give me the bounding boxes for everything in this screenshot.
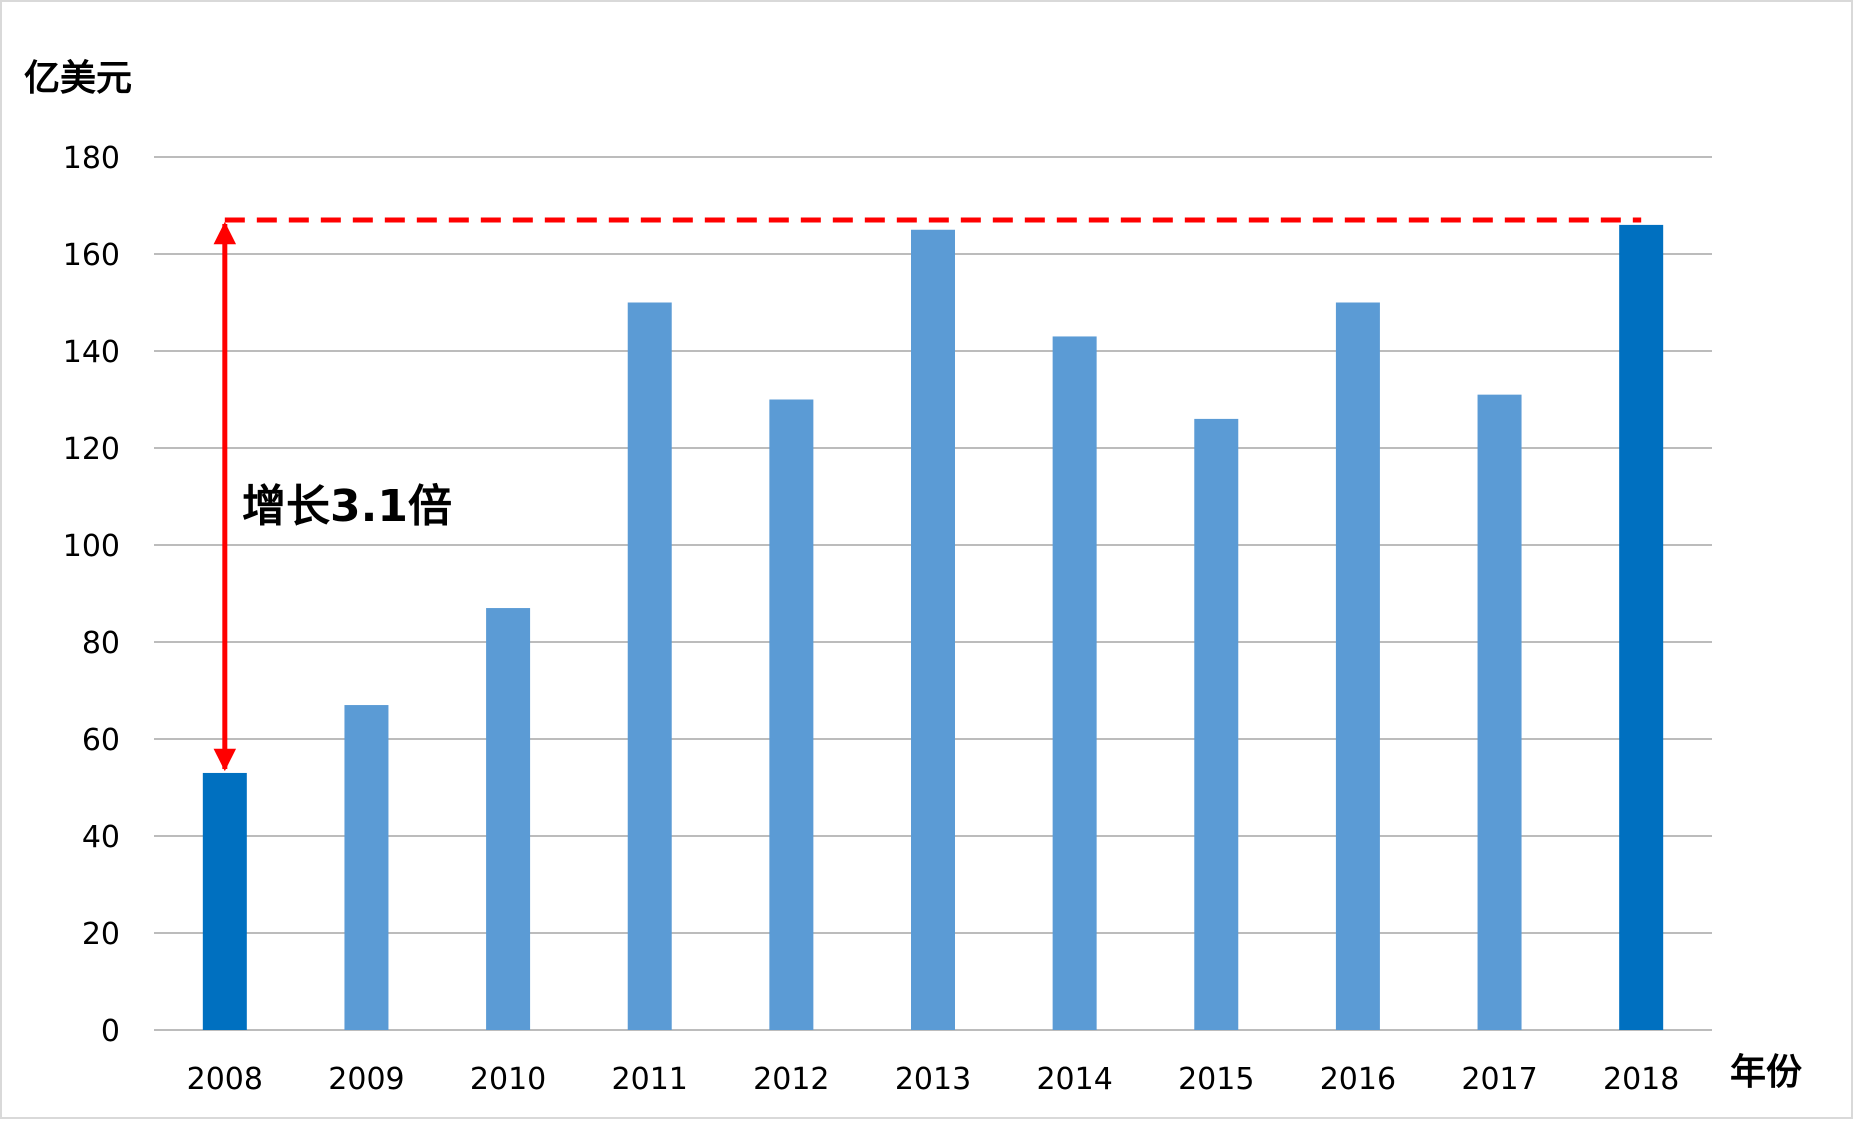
x-tick-label: 2012	[753, 1062, 829, 1097]
x-tick-label: 2018	[1603, 1062, 1679, 1097]
y-tick-label: 40	[82, 820, 120, 855]
bar-2009	[344, 705, 389, 1030]
bar-2011	[627, 302, 672, 1030]
bar-2008	[202, 772, 247, 1030]
x-tick-label: 2014	[1036, 1062, 1112, 1097]
x-tick-label: 2010	[470, 1062, 546, 1097]
x-axis-label: 年份	[1730, 1052, 1802, 1093]
bar-2018	[1619, 224, 1664, 1030]
y-axis-label: 亿美元	[24, 58, 132, 99]
x-axis-ticks: 2008 2009 2010 2011 2012 2013 2014 2015 2016 2017…	[187, 1062, 1680, 1097]
bar-2015	[1194, 418, 1239, 1030]
y-tick-label: 180	[63, 141, 120, 176]
y-tick-label: 160	[63, 238, 120, 273]
x-tick-label: 2013	[895, 1062, 971, 1097]
y-tick-label: 100	[63, 529, 120, 564]
y-tick-label: 60	[82, 723, 120, 758]
bar-2010	[486, 608, 531, 1030]
bars	[202, 224, 1664, 1030]
x-tick-label: 2008	[187, 1062, 263, 1097]
x-tick-label: 2016	[1320, 1062, 1396, 1097]
y-tick-label: 80	[82, 626, 120, 661]
bar-2016	[1335, 302, 1380, 1030]
bar-2013	[911, 229, 955, 1030]
growth-annotation-label: 增长3.1倍	[242, 481, 452, 532]
y-tick-label: 120	[63, 432, 120, 467]
y-tick-label: 20	[82, 917, 120, 952]
y-tick-label: 0	[101, 1014, 120, 1049]
bar-2014	[1052, 336, 1097, 1030]
growth-annotation	[213, 217, 1642, 772]
x-tick-label: 2009	[328, 1062, 404, 1097]
x-tick-label: 2017	[1461, 1062, 1537, 1097]
y-axis-ticks: 0 20 40 60 80 100 120 140 160 180	[63, 141, 120, 1049]
bar-2012	[769, 399, 814, 1030]
bar-2017	[1477, 394, 1522, 1030]
y-tick-label: 140	[63, 335, 120, 370]
x-tick-label: 2015	[1178, 1062, 1254, 1097]
x-tick-label: 2011	[612, 1062, 688, 1097]
